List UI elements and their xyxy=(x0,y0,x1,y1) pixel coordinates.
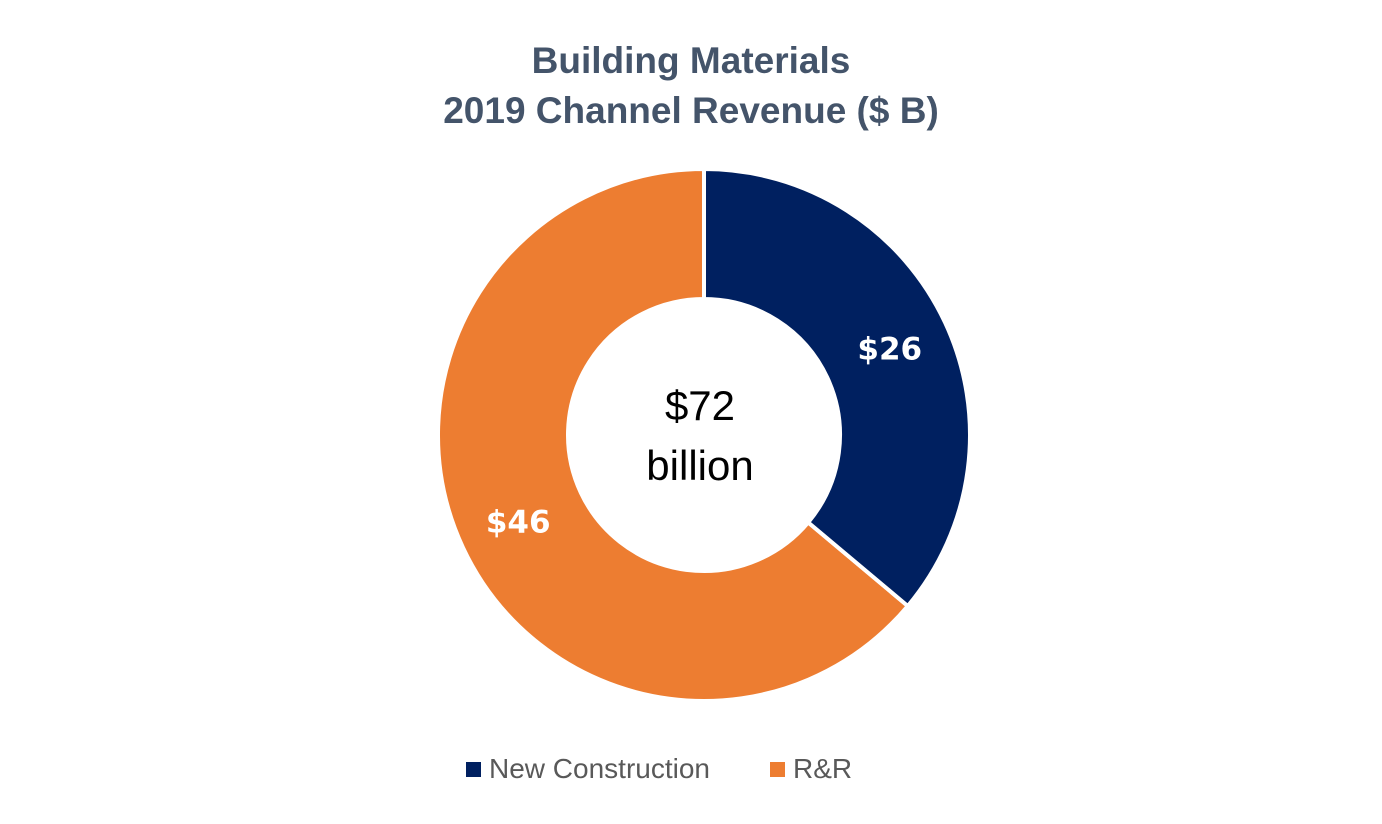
chart-title: Building Materials xyxy=(531,40,851,81)
legend-item-new-construction: New Construction xyxy=(466,753,710,785)
slice-new-construction xyxy=(702,166,972,609)
center-total: $72 xyxy=(665,382,735,429)
slice-r-r xyxy=(436,166,911,703)
legend: New Construction R&R xyxy=(466,753,912,785)
center-unit: billion xyxy=(646,442,753,489)
legend-item-rr: R&R xyxy=(769,753,853,785)
legend-label: New Construction xyxy=(489,753,710,784)
chart-subtitle: 2019 Channel Revenue ($ B) xyxy=(443,90,939,131)
legend-swatch xyxy=(466,761,481,777)
data-label: $46 xyxy=(486,505,551,541)
legend-swatch xyxy=(769,761,785,777)
legend-label: R&R xyxy=(792,753,853,784)
data-label: $26 xyxy=(857,331,922,367)
